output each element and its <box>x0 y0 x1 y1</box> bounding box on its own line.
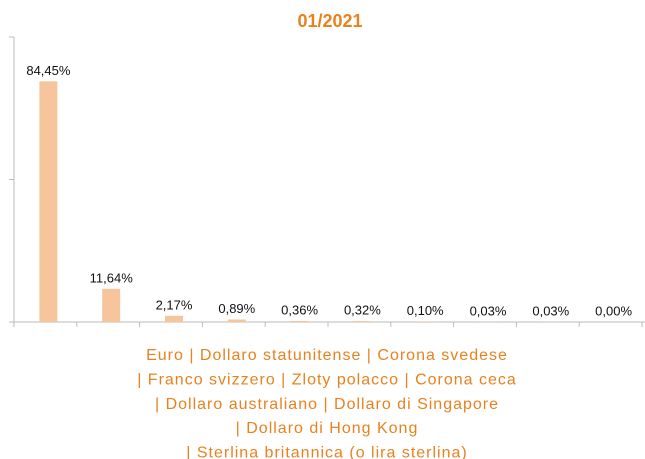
bar <box>165 315 183 322</box>
x-axis-label: | Dollaro australiano | Dollaro di Singa… <box>155 396 499 413</box>
x-axis-label: Euro | Dollaro statunitense | Corona sve… <box>146 347 508 364</box>
data-label: 0,89% <box>218 301 255 316</box>
data-label: 2,17% <box>156 297 193 312</box>
x-axis-label: | Dollaro di Hong Kong <box>236 420 419 437</box>
data-label: 11,64% <box>90 270 134 285</box>
x-axis-label: | Sterlina britannica (o lira sterlina) <box>186 444 467 459</box>
data-label: 0,32% <box>344 303 381 318</box>
data-label: 84,45% <box>26 63 71 78</box>
data-label: 0,00% <box>595 303 632 318</box>
bar <box>353 321 372 322</box>
x-axis-label: | Franco svizzero | Zloty polacco | Coro… <box>137 372 517 389</box>
data-label: 0,10% <box>407 303 444 318</box>
bar <box>39 81 58 322</box>
data-label: 0,03% <box>470 303 507 318</box>
bar <box>227 319 246 322</box>
chart-title: 01/2021 <box>297 11 362 31</box>
data-label: 0,36% <box>281 302 318 317</box>
data-label: 0,03% <box>532 303 569 318</box>
bar <box>102 288 121 322</box>
bar <box>290 320 309 322</box>
